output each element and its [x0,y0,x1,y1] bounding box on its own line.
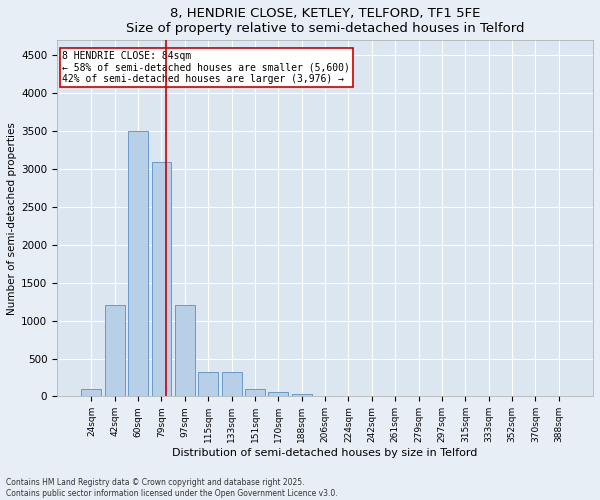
Bar [268,392,288,396]
Y-axis label: Number of semi-detached properties: Number of semi-detached properties [7,122,17,315]
Bar [105,306,125,396]
Bar [198,372,218,396]
Bar [292,394,311,396]
Bar [221,372,242,396]
Bar [128,131,148,396]
Bar [245,389,265,396]
Bar [175,306,195,396]
X-axis label: Distribution of semi-detached houses by size in Telford: Distribution of semi-detached houses by … [172,448,478,458]
Title: 8, HENDRIE CLOSE, KETLEY, TELFORD, TF1 5FE
Size of property relative to semi-det: 8, HENDRIE CLOSE, KETLEY, TELFORD, TF1 5… [126,7,524,35]
Text: Contains HM Land Registry data © Crown copyright and database right 2025.
Contai: Contains HM Land Registry data © Crown c… [6,478,338,498]
Bar [82,389,101,396]
Bar [152,162,172,396]
Text: 8 HENDRIE CLOSE: 84sqm
← 58% of semi-detached houses are smaller (5,600)
42% of : 8 HENDRIE CLOSE: 84sqm ← 58% of semi-det… [62,51,350,84]
